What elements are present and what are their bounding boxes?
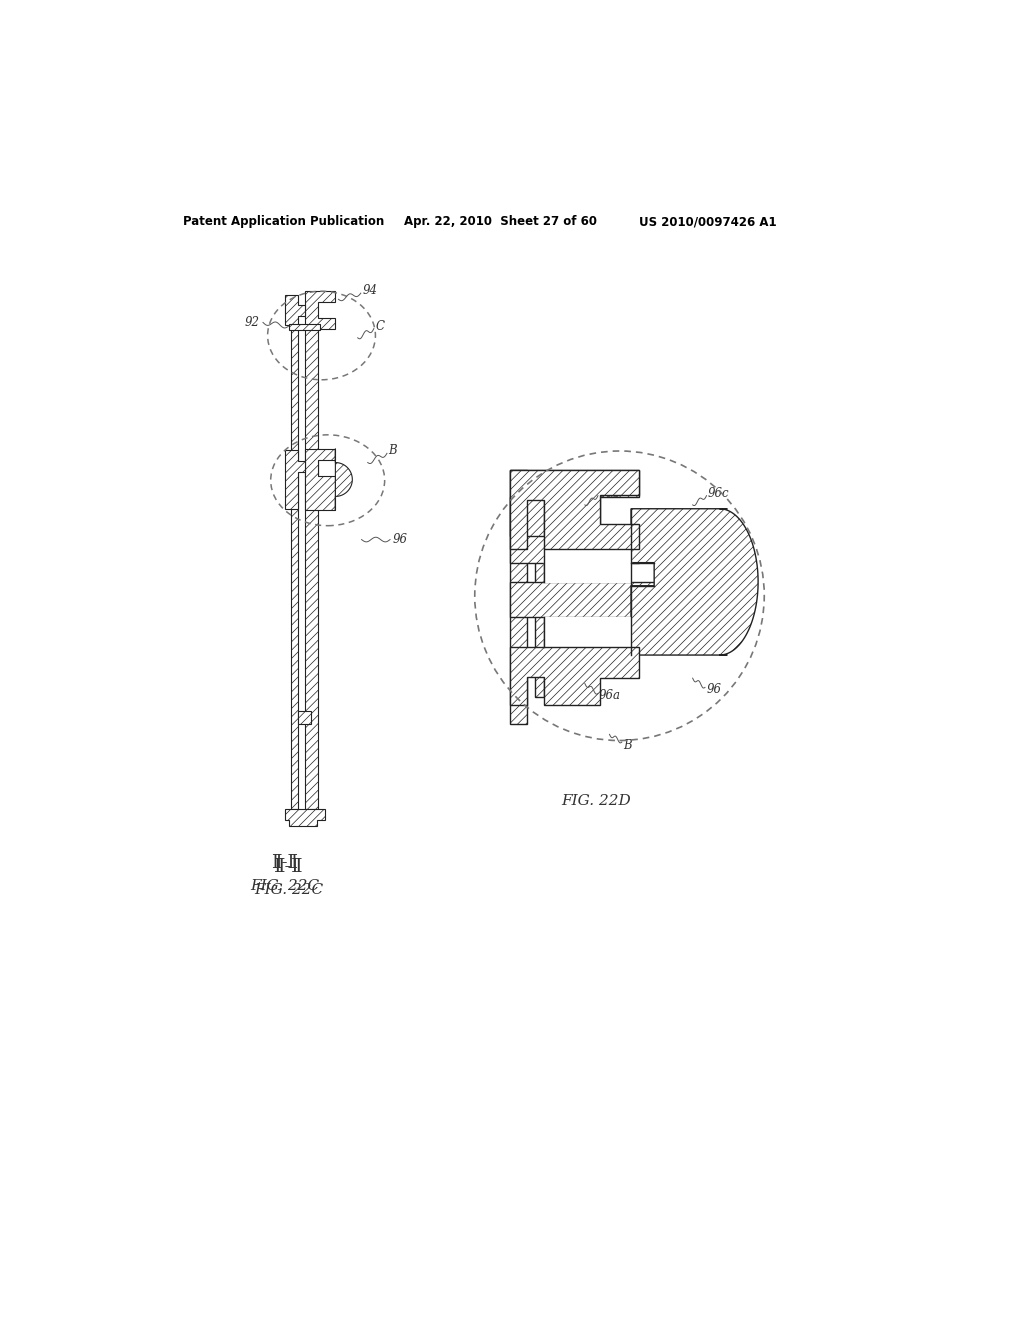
Text: 96: 96 bbox=[392, 533, 408, 546]
Polygon shape bbox=[631, 508, 758, 655]
Text: B: B bbox=[388, 445, 397, 458]
Polygon shape bbox=[535, 498, 544, 697]
Polygon shape bbox=[304, 449, 336, 511]
Polygon shape bbox=[285, 450, 304, 508]
Text: FIG. 22C: FIG. 22C bbox=[254, 883, 323, 896]
Polygon shape bbox=[510, 647, 639, 705]
Text: 94: 94 bbox=[364, 284, 378, 297]
Text: Patent Application Publication: Patent Application Publication bbox=[183, 215, 384, 228]
Polygon shape bbox=[291, 327, 298, 809]
Text: US 2010/0097426 A1: US 2010/0097426 A1 bbox=[639, 215, 776, 228]
Text: Ⅱ-Ⅱ: Ⅱ-Ⅱ bbox=[273, 858, 303, 875]
Text: FIG. 22C: FIG. 22C bbox=[250, 879, 319, 894]
Polygon shape bbox=[544, 549, 631, 582]
Polygon shape bbox=[510, 470, 639, 562]
Polygon shape bbox=[304, 290, 336, 330]
Polygon shape bbox=[304, 327, 318, 809]
Polygon shape bbox=[285, 809, 325, 826]
Text: Apr. 22, 2010  Sheet 27 of 60: Apr. 22, 2010 Sheet 27 of 60 bbox=[403, 215, 597, 228]
Text: 96b: 96b bbox=[599, 487, 622, 500]
Text: 96: 96 bbox=[707, 684, 722, 696]
Text: 96c: 96c bbox=[708, 487, 730, 500]
Text: 96a: 96a bbox=[599, 689, 621, 702]
Text: FIG. 22D: FIG. 22D bbox=[561, 795, 631, 808]
Text: 92: 92 bbox=[245, 315, 260, 329]
Polygon shape bbox=[285, 294, 304, 326]
Polygon shape bbox=[544, 616, 631, 647]
Text: C: C bbox=[376, 319, 384, 333]
Polygon shape bbox=[510, 470, 639, 549]
Text: Ⅱ-Ⅱ: Ⅱ-Ⅱ bbox=[271, 854, 298, 873]
Polygon shape bbox=[510, 470, 527, 725]
Polygon shape bbox=[298, 711, 310, 723]
Text: B: B bbox=[624, 739, 632, 751]
Polygon shape bbox=[336, 449, 352, 511]
Polygon shape bbox=[510, 582, 700, 616]
Polygon shape bbox=[289, 323, 319, 330]
